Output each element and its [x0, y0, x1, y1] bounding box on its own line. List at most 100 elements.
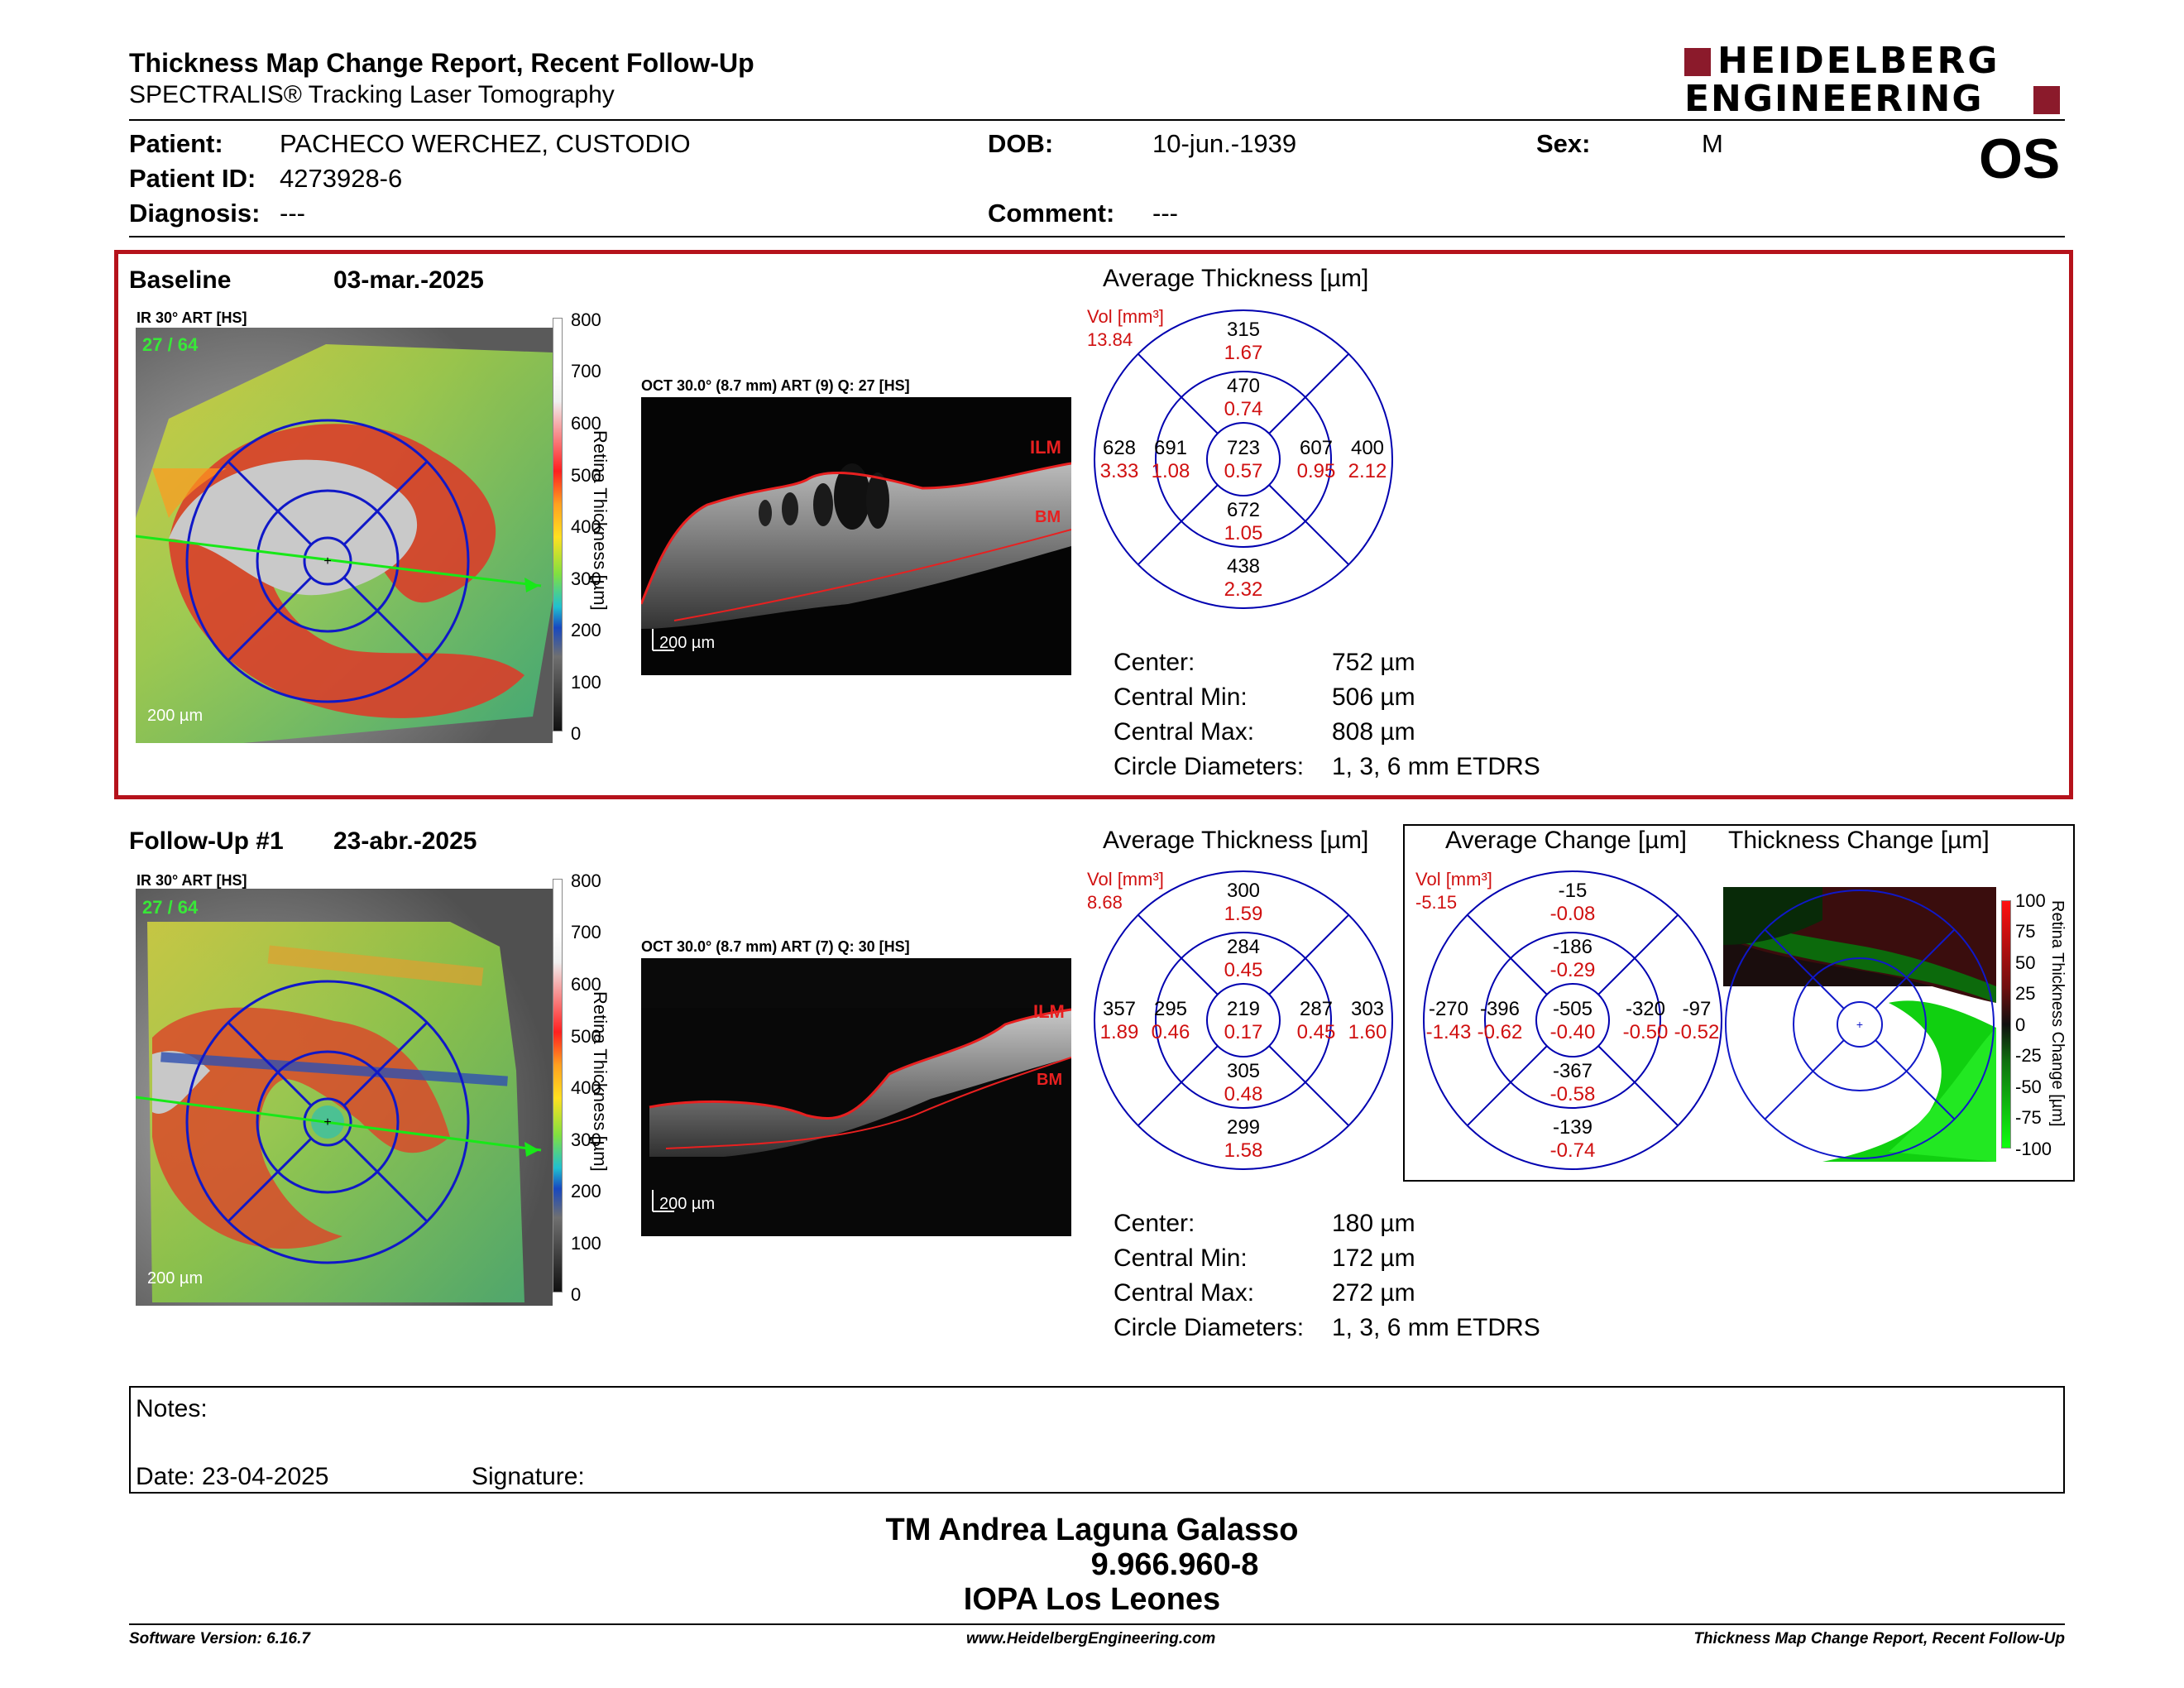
cb-tick: 75: [2015, 921, 2036, 942]
etdrs-ring: [1155, 932, 1332, 1109]
etdrs-thickness-center: 723: [1227, 437, 1260, 459]
cb-tick: 500: [571, 1026, 601, 1047]
followup-avg-title: Average Thickness [µm]: [1103, 827, 1369, 854]
etdrs-volume-outer_bottom: 1.58: [1224, 1139, 1263, 1162]
baseline-avg-title: Average Thickness [µm]: [1103, 265, 1369, 292]
etdrs-thickness-inner_temporal: -320: [1626, 998, 1665, 1020]
etdrs-thickness-inner_top: -186: [1553, 936, 1592, 958]
followup-ir-scale: 200 µm: [147, 1269, 204, 1288]
etdrs-thickness-inner_top: 284: [1227, 936, 1260, 958]
etdrs-thickness-inner_bottom: -367: [1553, 1060, 1592, 1082]
change-etdrs-grid: -505 -0.40 -186 -0.29 -367 -0.58 -396 -0.62 -320…: [1420, 867, 1726, 1173]
baseline-vol-label: Vol [mm³]: [1087, 306, 1164, 327]
change-colorbar-title: Retina Thickness Change [µm]: [2048, 900, 2067, 1127]
followup-colorbar-ticks: 800 700 600 500 400 300 200 100 0: [571, 870, 620, 1305]
etdrs-divider: [1268, 1045, 1349, 1126]
change-colorbar-ticks: 100 75 50 25 0 -25 -50 -75 -100: [2015, 890, 2065, 1159]
cb-tick: 400: [571, 516, 601, 537]
baseline-oct-scan: ILM BM 200 µm: [641, 397, 1071, 675]
baseline-oct-label: OCT 30.0° (8.7 mm) ART (9) Q: 27 [HS]: [641, 377, 910, 394]
etdrs-thickness-outer_bottom: 299: [1227, 1116, 1260, 1139]
baseline-oct-scale: 200 µm: [659, 634, 716, 652]
etdrs-thickness-outer_nasal: -270: [1429, 998, 1468, 1020]
followup-thickness-map: + 27 / 64 200 µm: [136, 889, 553, 1306]
footer-website[interactable]: www.HeidelbergEngineering.com: [966, 1630, 1216, 1647]
etdrs-volume-inner_temporal: -0.50: [1623, 1021, 1669, 1043]
dob-value: 10-jun.-1939: [1152, 129, 1297, 158]
cb-tick: 100: [571, 672, 601, 693]
cb-tick: 300: [571, 1129, 601, 1150]
etdrs-thickness-inner_nasal: 691: [1154, 437, 1187, 459]
stat-value: 172 µm: [1332, 1244, 1415, 1272]
etdrs-volume-outer_nasal: 1.89: [1100, 1021, 1139, 1043]
followup-colorbar: [553, 879, 563, 1292]
followup-vol-total: 8.68: [1087, 892, 1123, 913]
etdrs-volume-inner_bottom: 0.48: [1224, 1083, 1263, 1105]
cb-tick: 400: [571, 1077, 601, 1098]
etdrs-ring: [1535, 983, 1610, 1057]
patient-name: PACHECO WERCHEZ, CUSTODIO: [280, 129, 691, 158]
etdrs-volume-inner_top: -0.29: [1550, 959, 1596, 981]
etdrs-thickness-outer_bottom: -139: [1553, 1116, 1592, 1139]
etdrs-thickness-inner_bottom: 305: [1227, 1060, 1260, 1082]
followup-oct-label: OCT 30.0° (8.7 mm) ART (7) Q: 30 [HS]: [641, 938, 910, 955]
stat-label: Central Min:: [1114, 683, 1248, 711]
signer-name: TM Andrea Laguna Galasso: [885, 1513, 1299, 1547]
baseline-colorbar-title: Retina Thickness [µm]: [590, 430, 611, 611]
followup-colorbar-title: Retina Thickness [µm]: [590, 991, 611, 1172]
notes-box[interactable]: [129, 1386, 2065, 1494]
etdrs-ring: [1423, 870, 1722, 1170]
baseline-ir-overlay: 27 / 64: [142, 334, 199, 355]
svg-text:+: +: [323, 1115, 331, 1129]
stat-label: Circle Diameters:: [1114, 1314, 1305, 1341]
etdrs-thickness-outer_temporal: -97: [1683, 998, 1712, 1020]
stat-label: Circle Diameters:: [1114, 753, 1305, 780]
date-label: Date: 23-04-2025: [136, 1463, 329, 1490]
etdrs-ring: [1206, 983, 1281, 1057]
cb-tick: 300: [571, 568, 601, 589]
baseline-colorbar-ticks: 800 700 600 500 400 300 200 100 0: [571, 309, 620, 744]
baseline-etdrs-grid: 723 0.57 470 0.74 672 1.05 691 1.08 607 0.95 315 1.…: [1090, 306, 1396, 612]
followup-oct-scan: ILM BM 200 µm: [641, 958, 1071, 1236]
cb-tick: 25: [2015, 983, 2036, 1004]
thickness-change-title: Thickness Change [µm]: [1728, 827, 1990, 854]
etdrs-thickness-outer_bottom: 438: [1227, 555, 1260, 578]
etdrs-divider: [1268, 353, 1349, 434]
cb-tick: 100: [2015, 890, 2046, 911]
stat-label: Center:: [1114, 1210, 1195, 1237]
etdrs-divider: [1467, 1045, 1548, 1126]
etdrs-thickness-inner_temporal: 607: [1300, 437, 1333, 459]
etdrs-ring: [1484, 932, 1661, 1109]
comment-label: Comment:: [988, 199, 1115, 228]
footer-report-name: Thickness Map Change Report, Recent Foll…: [1693, 1630, 2065, 1647]
etdrs-volume-inner_temporal: 0.95: [1297, 460, 1336, 482]
etdrs-volume-outer_nasal: 3.33: [1100, 460, 1139, 482]
etdrs-thickness-center: -505: [1553, 998, 1592, 1020]
etdrs-divider: [1597, 1045, 1679, 1126]
thickness-change-map: +: [1723, 887, 1996, 1162]
etdrs-ring: [1206, 422, 1281, 496]
baseline-ir-scale: 200 µm: [147, 707, 204, 725]
dob-label: DOB:: [988, 129, 1054, 158]
followup-oct-scale: 200 µm: [659, 1195, 716, 1213]
change-box: [1403, 824, 2075, 1182]
cb-tick: 600: [571, 974, 601, 995]
etdrs-thickness-center: 219: [1227, 998, 1260, 1020]
cb-tick: -25: [2015, 1045, 2042, 1066]
followup-stats: Center: 180 µm Central Min: 172 µm Central…: [1114, 1210, 1610, 1349]
sex-label: Sex:: [1536, 129, 1591, 158]
heidelberg-logo: HEIDELBERG ENGINEERING: [1684, 43, 2065, 119]
cb-tick: 0: [571, 723, 582, 744]
etdrs-volume-outer_top: 1.59: [1224, 903, 1263, 925]
stat-value: 272 µm: [1332, 1279, 1415, 1307]
baseline-section: [114, 250, 2073, 799]
etdrs-volume-center: -0.40: [1550, 1021, 1596, 1043]
cb-tick: 200: [571, 620, 601, 640]
etdrs-volume-center: 0.17: [1224, 1021, 1263, 1043]
comment-value: ---: [1152, 199, 1178, 228]
signer-id: 9.966.960-8: [1090, 1547, 1259, 1582]
etdrs-ring: [1094, 870, 1393, 1170]
notes-label: Notes:: [136, 1395, 208, 1422]
cb-tick: 800: [571, 309, 601, 330]
etdrs-volume-inner_temporal: 0.45: [1297, 1021, 1336, 1043]
